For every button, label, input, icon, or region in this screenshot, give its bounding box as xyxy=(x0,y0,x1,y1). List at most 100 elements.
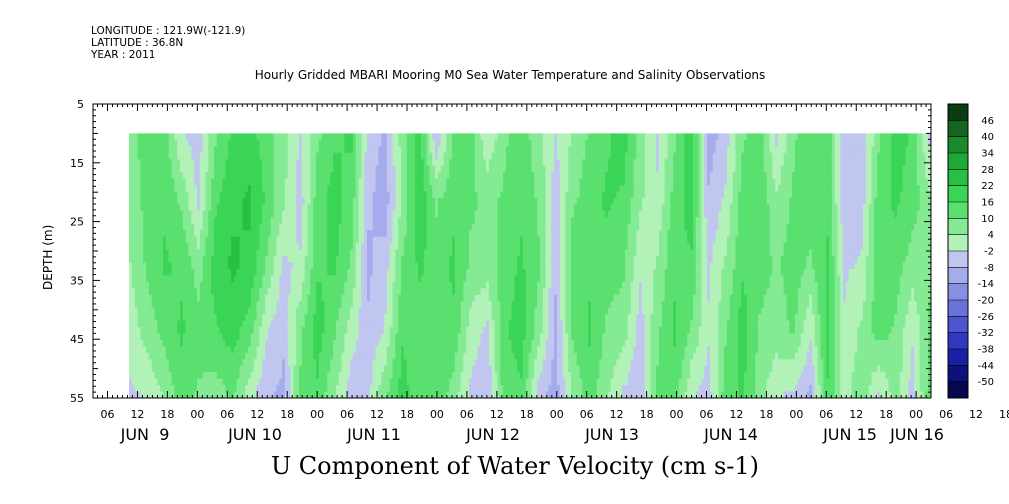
heatmap-cell xyxy=(197,275,201,283)
heatmap-cell xyxy=(432,378,436,386)
heatmap-cell xyxy=(163,288,167,296)
heatmap-cell xyxy=(440,281,445,289)
heatmap-cell xyxy=(398,268,402,276)
heatmap-cell xyxy=(350,352,354,360)
heatmap-cell xyxy=(350,185,354,193)
heatmap-cell xyxy=(375,223,379,231)
heatmap-cell xyxy=(358,185,362,193)
heatmap-cell xyxy=(293,339,297,347)
heatmap-cell xyxy=(398,378,402,386)
heatmap-cell xyxy=(185,210,190,218)
heatmap-cell xyxy=(287,249,292,257)
heatmap-cell xyxy=(318,301,323,309)
heatmap-cell xyxy=(452,172,456,180)
heatmap-cell xyxy=(437,352,442,360)
heatmap-cell xyxy=(233,378,238,386)
heatmap-cell xyxy=(259,327,263,335)
heatmap-cell xyxy=(386,236,391,244)
heatmap-cell xyxy=(418,191,422,199)
heatmap-cell xyxy=(313,185,317,193)
heatmap-cell xyxy=(154,294,158,302)
heatmap-cell xyxy=(457,172,462,180)
heatmap-cell xyxy=(409,378,413,386)
heatmap-cell xyxy=(333,301,337,309)
heatmap-cell xyxy=(318,268,323,276)
heatmap-cell xyxy=(469,172,473,180)
heatmap-cell xyxy=(131,262,136,270)
heatmap-cell xyxy=(194,230,198,238)
heatmap-cell xyxy=(205,172,209,180)
heatmap-cell xyxy=(214,133,218,141)
heatmap-cell xyxy=(276,268,280,276)
heatmap-cell xyxy=(287,197,292,205)
heatmap-cell xyxy=(214,146,218,154)
heatmap-cell xyxy=(307,249,311,257)
heatmap-cell xyxy=(321,275,326,283)
heatmap-cell xyxy=(134,301,139,309)
heatmap-cell xyxy=(316,359,320,367)
heatmap-cell xyxy=(157,152,161,160)
heatmap-cell xyxy=(182,314,187,322)
heatmap-cell xyxy=(471,172,476,180)
heatmap-cell xyxy=(338,243,343,251)
heatmap-cell xyxy=(318,223,323,231)
heatmap-cell xyxy=(361,243,365,251)
heatmap-cell xyxy=(194,268,198,276)
heatmap-cell xyxy=(199,301,204,309)
heatmap-cell xyxy=(324,197,328,205)
heatmap-cell xyxy=(463,339,467,347)
heatmap-cell xyxy=(443,256,447,264)
heatmap-cell xyxy=(228,172,232,180)
heatmap-cell xyxy=(290,230,294,238)
heatmap-cell xyxy=(375,159,379,167)
heatmap-cell xyxy=(457,346,462,354)
heatmap-cell xyxy=(412,294,416,302)
heatmap-cell xyxy=(219,339,224,347)
heatmap-cell xyxy=(208,165,212,173)
heatmap-cell xyxy=(208,146,212,154)
heatmap-cell xyxy=(389,333,394,341)
heatmap-cell xyxy=(435,256,439,264)
heatmap-cell xyxy=(216,210,221,218)
heatmap-cell xyxy=(316,197,320,205)
heatmap-cell xyxy=(293,217,297,225)
heatmap-cell xyxy=(163,301,167,309)
heatmap-cell xyxy=(165,385,170,393)
heatmap-cell xyxy=(301,236,306,244)
heatmap-cell xyxy=(191,294,195,302)
heatmap-cell xyxy=(335,294,340,302)
heatmap-cell xyxy=(432,385,436,393)
heatmap-cell xyxy=(415,172,419,180)
heatmap-cell xyxy=(239,236,243,244)
heatmap-cell xyxy=(364,185,368,193)
heatmap-cell xyxy=(242,217,246,225)
heatmap-cell xyxy=(412,249,416,257)
heatmap-cell xyxy=(418,385,422,393)
heatmap-cell xyxy=(449,139,453,147)
heatmap-cell xyxy=(137,294,141,302)
heatmap-cell xyxy=(449,172,453,180)
heatmap-cell xyxy=(199,159,204,167)
heatmap-cell xyxy=(182,327,187,335)
heatmap-cell xyxy=(168,301,173,309)
heatmap-cell xyxy=(245,391,249,398)
heatmap-cell xyxy=(253,339,258,347)
heatmap-cell xyxy=(321,391,326,398)
heatmap-cell xyxy=(460,172,464,180)
heatmap-cell xyxy=(211,346,215,354)
heatmap-cell xyxy=(250,172,255,180)
heatmap-cell xyxy=(304,185,309,193)
heatmap-cell xyxy=(327,223,331,231)
heatmap-cell xyxy=(245,275,249,283)
heatmap-cell xyxy=(355,185,360,193)
heatmap-cell xyxy=(236,314,241,322)
heatmap-cell xyxy=(452,197,456,205)
heatmap-cell xyxy=(426,301,430,309)
heatmap-cell xyxy=(276,178,280,186)
heatmap-cell xyxy=(466,152,470,160)
heatmap-cell xyxy=(406,268,411,276)
heatmap-cell xyxy=(290,159,294,167)
heatmap-cell xyxy=(369,236,374,244)
heatmap-cell xyxy=(239,327,243,335)
heatmap-cell xyxy=(282,223,286,231)
